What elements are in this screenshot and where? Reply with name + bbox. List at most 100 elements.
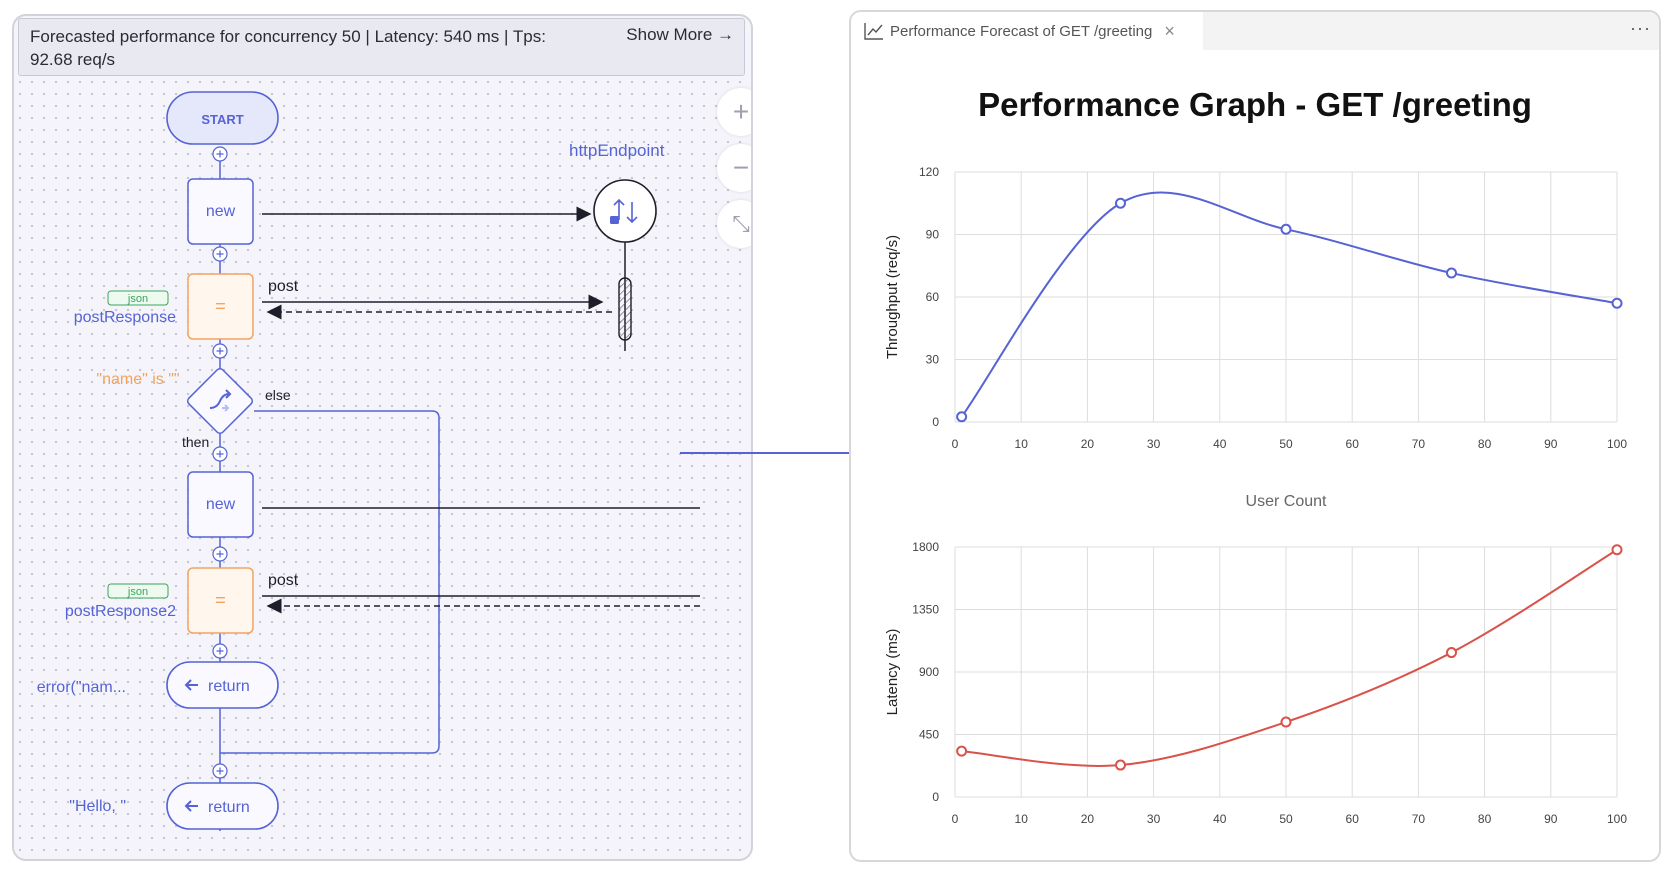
http-endpoint-icon — [610, 198, 638, 224]
json-badge: json — [107, 290, 169, 306]
add-step-button[interactable] — [212, 446, 228, 462]
x-tick-label: 90 — [1544, 812, 1558, 826]
if-node[interactable] — [186, 367, 254, 435]
performance-charts: 0 10 20 30 40 50 60 70 80 90 1000306090120Throughp… — [884, 165, 1627, 826]
y-tick-label: 1800 — [912, 540, 939, 554]
x-tick-label: 10 — [1015, 812, 1029, 826]
y-tick-label: 120 — [919, 165, 939, 179]
y-tick-label: 900 — [919, 665, 939, 679]
x-tick-label: 70 — [1412, 437, 1426, 451]
endpoint-activation — [618, 277, 632, 341]
tab-strip: Performance Forecast of GET /greeting × … — [851, 12, 1659, 50]
flow-diagram-panel: START new httpEndpoint — [12, 14, 753, 861]
data-point — [956, 411, 968, 423]
http-endpoint-node[interactable] — [593, 179, 657, 243]
return-label: return — [208, 799, 250, 816]
x-tick-label: 80 — [1478, 437, 1492, 451]
close-icon[interactable]: × — [1164, 20, 1175, 41]
add-step-button[interactable] — [212, 546, 228, 562]
add-step-button[interactable] — [212, 643, 228, 659]
performance-graph-panel: Performance Forecast of GET /greeting × … — [849, 10, 1661, 862]
data-point — [1611, 544, 1623, 556]
y-tick-label: 1350 — [912, 603, 939, 617]
return-expression: error("nam... — [37, 679, 126, 696]
series-line — [961, 548, 1618, 767]
json-badge: json — [107, 583, 169, 599]
y-tick-label: 60 — [926, 290, 940, 304]
add-step-button[interactable] — [212, 763, 228, 779]
y-tick-label: 450 — [919, 728, 939, 742]
x-tick-label: 0 — [952, 437, 959, 451]
x-tick-label: 70 — [1412, 812, 1426, 826]
data-point — [1611, 297, 1623, 309]
x-tick-label: 0 — [952, 812, 959, 826]
new-node-label: new — [206, 496, 236, 513]
fit-to-screen-button[interactable]: ⤡ — [717, 200, 751, 248]
start-label: START — [201, 112, 243, 127]
svg-text:json: json — [127, 293, 148, 305]
return-node[interactable]: return — [166, 661, 279, 709]
x-tick-label: 60 — [1346, 812, 1360, 826]
y-tick-label: 0 — [932, 790, 939, 804]
branch-icon — [209, 389, 232, 412]
endpoint-label: httpEndpoint — [569, 141, 665, 160]
x-tick-label: 30 — [1147, 812, 1161, 826]
y-axis-label: Latency (ms) — [884, 629, 901, 716]
then-label: then — [182, 434, 209, 450]
post-label: post — [268, 278, 299, 295]
graph-title: Performance Graph - GET /greeting — [978, 86, 1532, 123]
x-tick-label: 50 — [1279, 812, 1293, 826]
back-arrow-icon — [184, 800, 198, 812]
x-axis-label: User Count — [1246, 493, 1327, 510]
y-tick-label: 0 — [932, 415, 939, 429]
tab-performance-forecast[interactable]: Performance Forecast of GET /greeting × — [851, 12, 1203, 50]
else-branch-line — [220, 410, 440, 754]
minus-icon: − — [732, 152, 750, 183]
data-point — [1115, 197, 1126, 209]
data-point — [1280, 716, 1292, 728]
assign-symbol: = — [215, 590, 226, 610]
x-tick-label: 100 — [1607, 812, 1627, 826]
start-node[interactable]: START — [166, 91, 279, 145]
new-node[interactable]: new — [187, 178, 254, 245]
show-more-link[interactable]: Show More → — [626, 25, 734, 44]
performance-forecast-banner: Forecasted performance for concurrency 5… — [18, 18, 745, 76]
data-point — [1446, 267, 1457, 279]
post-label: post — [268, 572, 299, 589]
zoom-in-button[interactable]: + — [717, 88, 751, 136]
return-label: return — [208, 678, 250, 695]
condition-label: "name" is "" — [96, 371, 179, 388]
add-step-button[interactable] — [212, 146, 228, 162]
svg-text:json: json — [127, 586, 148, 598]
return-node[interactable]: return — [166, 782, 279, 830]
chart-2: 0 10 20 30 40 50 60 70 80 90 100 0 450 900 1350 1800 Lat… — [884, 540, 1627, 826]
variable-name: postResponse2 — [65, 603, 176, 620]
assign-node[interactable]: = — [187, 273, 254, 340]
variable-name: postResponse — [74, 309, 176, 326]
line-chart-icon — [864, 23, 883, 40]
more-actions-icon[interactable]: ··· — [1630, 18, 1651, 38]
add-step-button[interactable] — [212, 246, 228, 262]
return-expression: "Hello, " — [69, 798, 126, 815]
y-axis-label: Throughput (req/s) — [884, 235, 901, 359]
x-tick-label: 60 — [1346, 437, 1360, 451]
x-tick-label: 80 — [1478, 812, 1492, 826]
tab-title: Performance Forecast of GET /greeting — [890, 22, 1153, 40]
add-step-button[interactable] — [212, 343, 228, 359]
y-tick-label: 90 — [926, 228, 940, 242]
x-tick-label: 40 — [1213, 437, 1227, 451]
new-node[interactable]: new — [187, 471, 254, 538]
fit-screen-icon: ⤡ — [732, 211, 750, 236]
forecast-summary: Forecasted performance for concurrency 5… — [30, 27, 546, 69]
series-line — [960, 191, 1618, 418]
data-point — [956, 745, 968, 757]
data-point — [1446, 647, 1457, 659]
plus-icon: + — [732, 96, 750, 127]
data-point — [1280, 223, 1292, 235]
assign-node[interactable]: = — [187, 567, 254, 634]
x-tick-label: 20 — [1081, 437, 1095, 451]
assign-symbol: = — [215, 296, 226, 316]
chart-1: 0 10 20 30 40 50 60 70 80 90 100 0 30 60 90 120 Throughp… — [884, 165, 1627, 510]
zoom-out-button[interactable]: − — [717, 144, 751, 192]
x-tick-label: 10 — [1015, 437, 1029, 451]
